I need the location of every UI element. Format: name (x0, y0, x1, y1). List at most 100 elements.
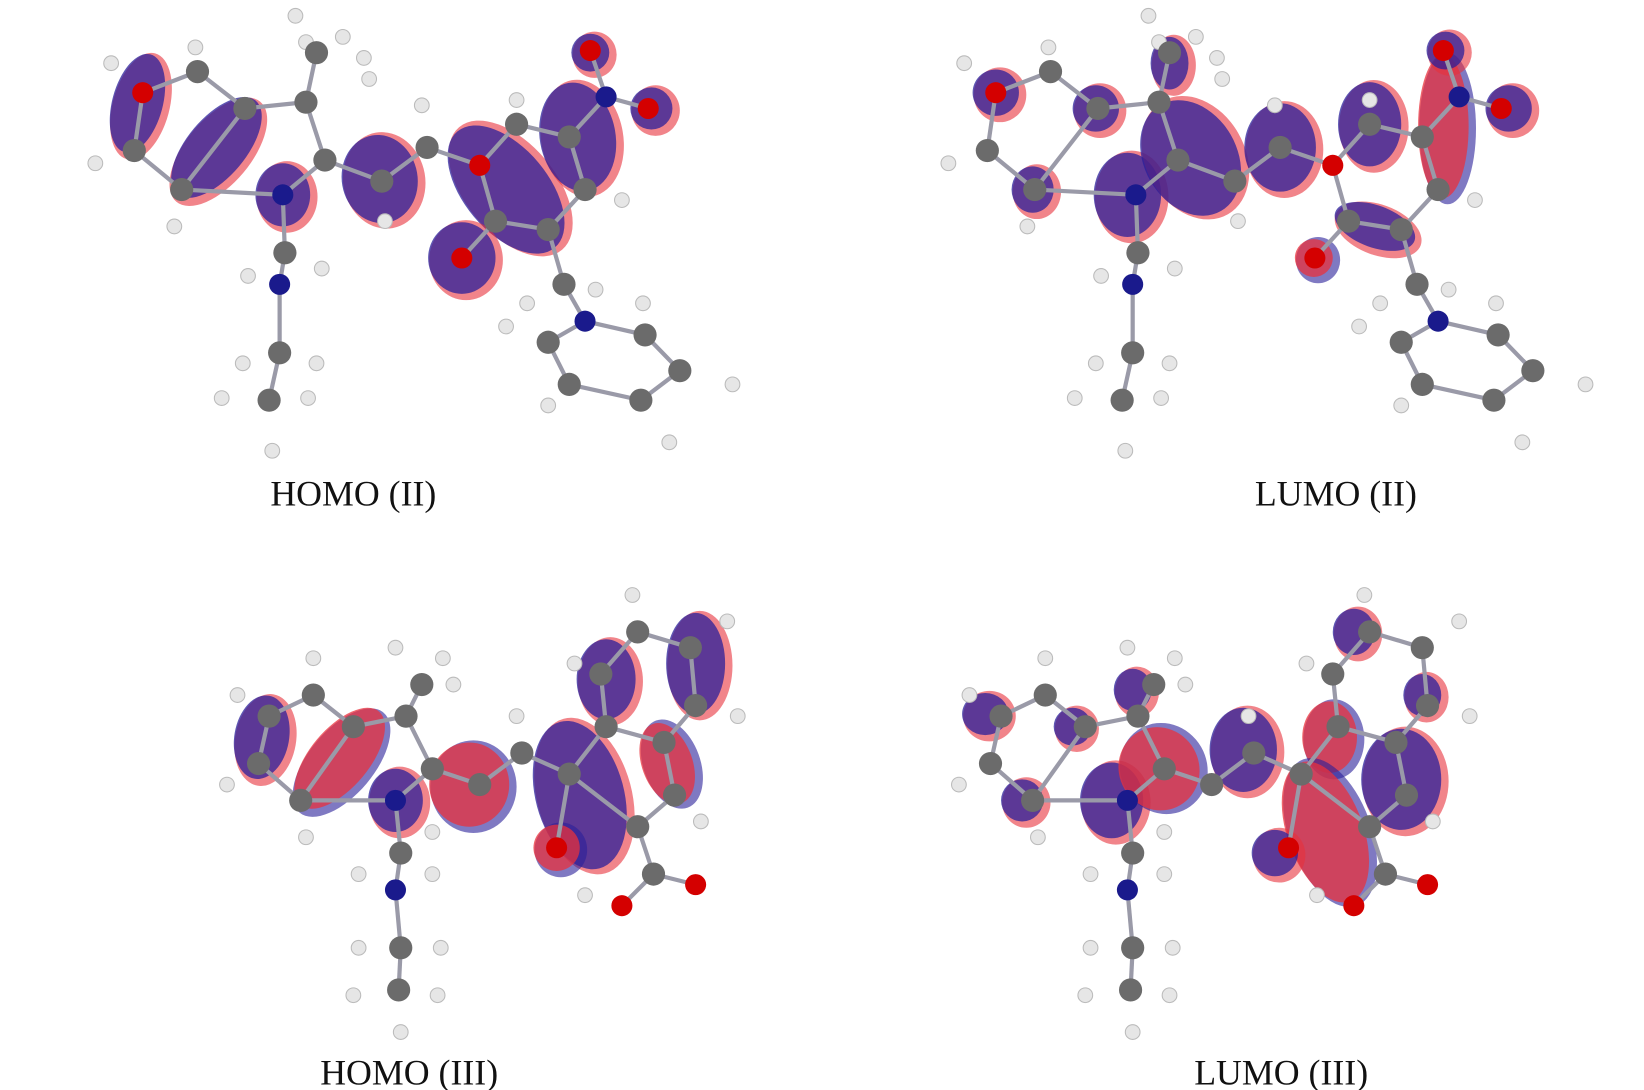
carbon-atom (289, 788, 313, 812)
carbon-atom (594, 715, 618, 739)
carbon-atom (468, 773, 492, 797)
bond (567, 772, 639, 829)
carbon-atom (304, 41, 329, 65)
hydrogen-atom (1119, 639, 1136, 656)
carbon-atom (662, 783, 687, 807)
carbon-atom (257, 388, 281, 412)
hydrogen-atom (298, 829, 314, 846)
carbon-atom (633, 323, 657, 347)
hydrogen-atom (1266, 97, 1283, 114)
carbon-atom (233, 96, 257, 121)
orbital-lobe (1140, 100, 1242, 216)
hydrogen-atom (1082, 939, 1099, 956)
hydrogen-atom (1066, 390, 1083, 406)
carbon-atom (1426, 177, 1450, 202)
carbon-atom (1410, 372, 1434, 396)
oxygen-atom (637, 97, 659, 120)
hydrogen-atom (956, 55, 973, 72)
hydrogen-atom (635, 295, 651, 312)
carbon-atom (1073, 715, 1097, 739)
hydrogen-atom (350, 866, 367, 883)
hydrogen-atom (413, 97, 430, 114)
hydrogen-atom (1577, 376, 1594, 393)
carbon-atom (1033, 683, 1057, 707)
carbon-atom (1038, 60, 1063, 84)
orbital-lobe (1332, 608, 1375, 656)
hydrogen-atom (1166, 650, 1183, 667)
oxygen-atom (579, 40, 601, 62)
hydrogen-atom (434, 650, 451, 667)
hydrogen-atom (229, 687, 246, 703)
carbon-atom (1121, 841, 1145, 865)
hydrogen-atom (1361, 92, 1378, 108)
label-homo-iii: HOMO (III) (320, 1053, 498, 1090)
carbon-atom (1405, 272, 1429, 296)
hydrogen-atom (445, 676, 462, 693)
carbon-atom (1384, 730, 1408, 755)
carbon-atom (1223, 169, 1247, 193)
carbon-atom (185, 60, 210, 84)
carbon-atom (1268, 135, 1292, 160)
nitrogen-atom (1427, 310, 1449, 332)
bond (1033, 107, 1100, 191)
nitrogen-atom (1448, 86, 1470, 108)
carbon-atom (626, 620, 650, 644)
carbon-atom (1486, 323, 1510, 347)
hydrogen-atom (287, 7, 304, 24)
carbon-atom (557, 762, 581, 786)
carbon-atom (1336, 209, 1361, 233)
carbon-atom (246, 751, 271, 776)
orbital-lobe (666, 612, 726, 715)
hydrogen-atom (1177, 676, 1194, 693)
hydrogen-atom (1440, 281, 1457, 298)
carbon-atom (510, 741, 534, 765)
carbon-atom (1023, 177, 1047, 202)
carbon-atom (678, 636, 702, 660)
carbon-atom (394, 704, 418, 728)
hydrogen-atom (724, 376, 741, 393)
hydrogen-atom (1082, 866, 1099, 883)
carbon-atom (536, 218, 560, 242)
hydrogen-atom (392, 1024, 409, 1040)
carbon-atom (1521, 359, 1545, 383)
hydrogen-atom (692, 813, 709, 830)
hydrogen-atom (166, 218, 183, 235)
hydrogen-atom (614, 192, 630, 208)
carbon-atom (273, 241, 297, 265)
carbon-atom (170, 177, 194, 202)
hydrogen-atom (498, 318, 514, 335)
bond (1034, 187, 1136, 197)
hydrogen-atom (508, 708, 525, 725)
hydrogen-atom (1093, 268, 1109, 284)
hydrogen-atom (1393, 397, 1410, 414)
hydrogen-atom (940, 155, 957, 172)
carbon-atom (684, 694, 708, 718)
oxygen-atom (1322, 154, 1344, 176)
carbon-atom (301, 683, 325, 707)
atoms (219, 587, 746, 1040)
carbon-atom (1358, 620, 1382, 644)
oxygen-atom (469, 154, 491, 176)
label-lumo-ii: LUMO (II) (1255, 474, 1417, 514)
hydrogen-atom (1140, 7, 1157, 24)
carbon-atom (557, 372, 581, 396)
label-homo-ii: HOMO (II) (270, 474, 436, 514)
carbon-atom (1321, 662, 1345, 686)
hydrogen-atom (1309, 887, 1325, 904)
hydrogen-atom (508, 92, 525, 108)
carbon-atom (1242, 741, 1266, 765)
nitrogen-atom (1122, 273, 1144, 295)
oxygen-atom (985, 82, 1007, 104)
carbon-atom (1021, 788, 1045, 812)
nitrogen-atom (269, 273, 291, 295)
hydrogen-atom (377, 213, 393, 230)
hydrogen-atom (1156, 866, 1173, 883)
carbon-atom (1200, 773, 1224, 797)
hydrogen-atom (1467, 192, 1483, 208)
carbon-atom (1389, 330, 1413, 354)
oxygen-atom (1490, 97, 1512, 120)
carbon-atom (1410, 636, 1434, 660)
carbon-atom (341, 715, 365, 739)
